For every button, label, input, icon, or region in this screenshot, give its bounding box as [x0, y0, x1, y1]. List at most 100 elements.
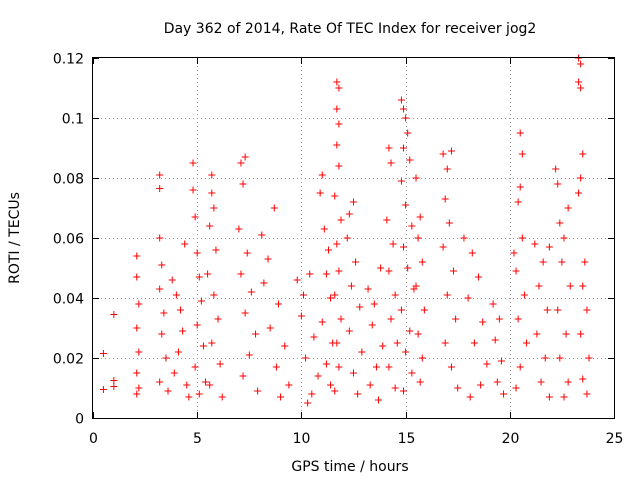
- data-point: [556, 219, 564, 227]
- y-tick-label: 0.04: [53, 292, 84, 308]
- data-point: [385, 363, 393, 371]
- data-point: [516, 363, 524, 371]
- data-point: [445, 219, 453, 227]
- data-point: [577, 174, 585, 182]
- data-point: [439, 243, 447, 251]
- data-point: [308, 390, 316, 398]
- data-point: [583, 306, 591, 314]
- data-point: [168, 276, 176, 284]
- data-point: [443, 165, 451, 173]
- data-point: [391, 384, 399, 392]
- data-point: [99, 386, 107, 393]
- data-point: [531, 240, 539, 248]
- data-point: [404, 129, 412, 137]
- data-point: [358, 348, 366, 356]
- data-point: [418, 354, 426, 362]
- data-point: [185, 393, 193, 401]
- data-point: [133, 390, 141, 398]
- data-point: [522, 339, 530, 347]
- data-point: [302, 354, 310, 362]
- data-point: [270, 204, 278, 212]
- data-point: [533, 330, 541, 338]
- data-point: [158, 330, 166, 338]
- data-point: [406, 327, 414, 335]
- data-point: [400, 144, 408, 152]
- data-point: [579, 375, 587, 383]
- data-point: [414, 330, 422, 338]
- data-point: [483, 360, 491, 368]
- data-point: [408, 369, 416, 377]
- data-point: [156, 378, 164, 386]
- data-point: [239, 372, 247, 380]
- data-point: [397, 306, 405, 314]
- data-point: [366, 381, 374, 389]
- data-point: [335, 363, 343, 371]
- data-point: [235, 225, 243, 233]
- data-point: [543, 306, 551, 314]
- data-point: [133, 252, 141, 260]
- data-point: [383, 216, 391, 224]
- data-point: [512, 267, 520, 275]
- y-tick-label: 0.1: [62, 112, 84, 128]
- data-point: [156, 171, 164, 179]
- data-point: [266, 324, 274, 332]
- data-point: [335, 84, 343, 92]
- data-point: [285, 381, 293, 389]
- data-point: [397, 96, 405, 104]
- x-tick-label: 5: [193, 431, 202, 447]
- data-point: [327, 294, 335, 302]
- grid-lines: [93, 58, 614, 418]
- data-point: [318, 171, 326, 179]
- data-point: [400, 243, 408, 251]
- data-point: [454, 384, 462, 392]
- data-point: [416, 378, 424, 386]
- data-point: [466, 393, 474, 401]
- data-point: [156, 285, 164, 293]
- data-point: [237, 159, 245, 167]
- data-point: [577, 60, 585, 68]
- data-point: [245, 351, 253, 359]
- data-point: [160, 309, 168, 317]
- data-point: [356, 303, 364, 311]
- data-point: [156, 185, 164, 192]
- data-point: [347, 282, 355, 290]
- data-point: [258, 231, 266, 239]
- data-point: [318, 318, 326, 326]
- data-point: [260, 279, 268, 287]
- data-point: [274, 300, 282, 308]
- data-point: [162, 354, 170, 362]
- data-point: [375, 396, 383, 404]
- data-point: [99, 350, 107, 357]
- data-point: [199, 342, 207, 350]
- data-point: [468, 249, 476, 257]
- data-point: [414, 234, 422, 242]
- data-point: [133, 369, 141, 377]
- data-point: [189, 159, 197, 167]
- data-point: [241, 309, 249, 317]
- data-point: [331, 387, 339, 395]
- data-point: [197, 297, 205, 305]
- data-point: [177, 306, 185, 314]
- data-point: [510, 249, 518, 257]
- data-point: [164, 387, 172, 395]
- y-tick-label: 0.08: [53, 172, 84, 188]
- data-point: [210, 291, 218, 299]
- data-point: [370, 300, 378, 308]
- data-point: [243, 249, 251, 257]
- y-tick-label: 0.02: [53, 352, 84, 368]
- data-point: [583, 390, 591, 398]
- data-point: [514, 198, 522, 206]
- data-point: [189, 186, 197, 194]
- data-point: [210, 204, 218, 212]
- data-point: [214, 315, 222, 323]
- data-point: [443, 291, 451, 299]
- data-point: [252, 330, 260, 338]
- data-point: [514, 315, 522, 323]
- data-point: [452, 315, 460, 323]
- data-point: [337, 216, 345, 224]
- data-point: [324, 246, 332, 254]
- data-point: [304, 399, 312, 407]
- data-point: [331, 291, 339, 299]
- data-point: [447, 363, 455, 371]
